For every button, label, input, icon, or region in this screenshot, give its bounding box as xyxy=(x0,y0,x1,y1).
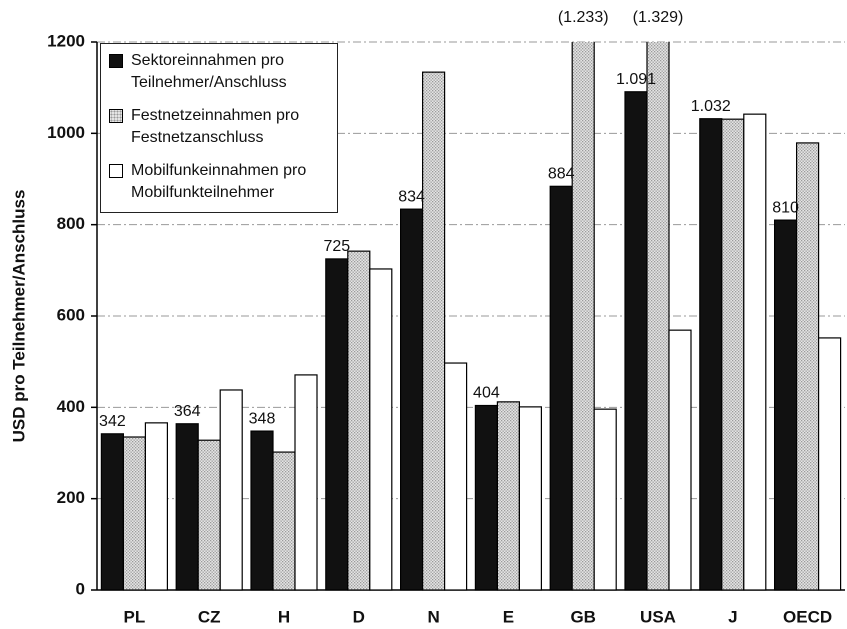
bar xyxy=(347,250,371,591)
bar xyxy=(549,185,573,591)
value-label: 404 xyxy=(473,385,500,402)
y-axis-label: USD pro Teilnehmer/Anschluss xyxy=(9,190,28,443)
bar xyxy=(197,439,221,591)
x-tick-label: CZ xyxy=(198,607,221,626)
legend-label: Festnetzeinnahmen pro Festnetzanschluss xyxy=(131,107,300,146)
bar xyxy=(646,42,670,591)
legend-swatch xyxy=(109,54,123,68)
x-tick-label: N xyxy=(427,607,439,626)
x-tick-label: OECD xyxy=(783,607,832,626)
bar xyxy=(474,404,498,591)
bar xyxy=(400,208,424,591)
bar xyxy=(422,71,446,591)
bar xyxy=(624,91,648,591)
x-tick-label: D xyxy=(353,607,365,626)
value-label: 884 xyxy=(548,166,575,183)
bar xyxy=(325,258,349,591)
bar xyxy=(773,219,798,591)
value-label: 1.032 xyxy=(691,98,731,115)
legend-swatch xyxy=(109,164,123,178)
bar xyxy=(496,401,520,591)
legend-label: Sektoreinnahmen pro Teilnehmer/Anschluss xyxy=(131,52,287,91)
legend: Sektoreinnahmen pro Teilnehmer/Anschluss… xyxy=(100,43,338,213)
value-label: 1.091 xyxy=(616,71,656,88)
value-label: 348 xyxy=(249,410,276,427)
bar xyxy=(294,374,318,591)
value-label: 364 xyxy=(174,403,201,420)
value-label: 834 xyxy=(398,188,425,205)
bar xyxy=(272,451,296,591)
legend-swatch xyxy=(109,109,123,123)
bar xyxy=(250,430,274,591)
bar xyxy=(571,42,595,591)
legend-label: Mobilfunkeinnahmen pro Mobilfunkteilnehm… xyxy=(131,162,307,201)
y-tick-label: 800 xyxy=(57,214,85,233)
y-tick-label: 1000 xyxy=(47,123,85,142)
bar xyxy=(369,268,393,591)
bar xyxy=(219,389,243,591)
value-label: 810 xyxy=(772,199,799,216)
bar xyxy=(593,408,617,591)
y-tick-label: 1200 xyxy=(47,31,85,50)
value-label: (1.329) xyxy=(633,9,684,26)
y-tick-label: 0 xyxy=(76,579,85,598)
bar xyxy=(795,142,820,591)
bar xyxy=(175,423,199,591)
y-tick-label: 400 xyxy=(57,397,85,416)
legend-item: Sektoreinnahmen pro Teilnehmer/Anschluss xyxy=(109,50,331,94)
x-tick-label: J xyxy=(728,607,737,626)
legend-item: Mobilfunkeinnahmen pro Mobilfunkteilnehm… xyxy=(109,160,331,204)
bar xyxy=(122,436,147,591)
x-tick-label: GB xyxy=(570,607,596,626)
bar xyxy=(721,118,745,591)
bar xyxy=(100,433,125,591)
x-tick-label: USA xyxy=(640,607,676,626)
x-tick-label: H xyxy=(278,607,290,626)
value-label: 342 xyxy=(99,413,126,430)
value-label: 725 xyxy=(323,238,350,255)
bar xyxy=(444,362,468,591)
x-tick-label: PL xyxy=(124,607,146,626)
bars xyxy=(100,42,842,591)
bar xyxy=(668,329,692,591)
legend-item: Festnetzeinnahmen pro Festnetzanschluss xyxy=(109,105,331,149)
bar xyxy=(144,422,168,591)
bar xyxy=(518,406,543,591)
y-tick-label: 600 xyxy=(57,305,85,324)
bar xyxy=(699,118,723,591)
x-tick-label: E xyxy=(503,607,514,626)
value-label: (1.233) xyxy=(558,9,609,26)
bar xyxy=(817,337,842,591)
y-tick-label: 200 xyxy=(57,488,85,507)
bar xyxy=(743,113,767,591)
